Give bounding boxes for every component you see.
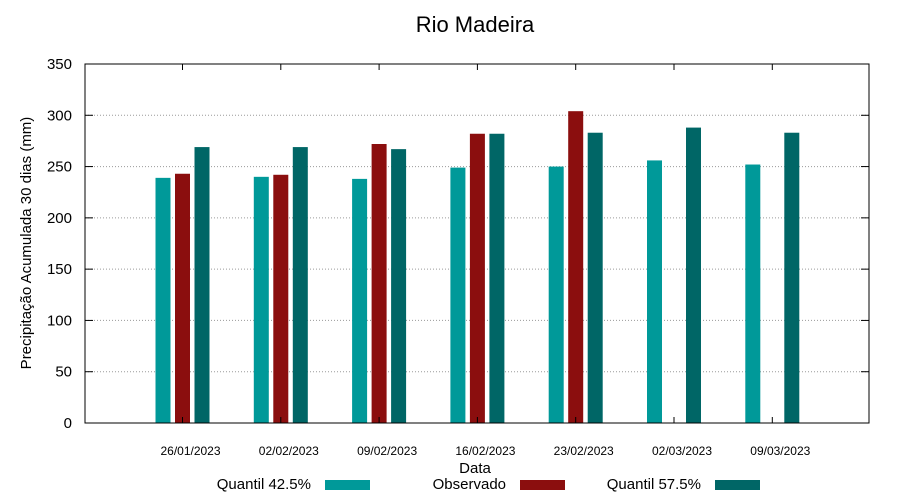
chart-title: Rio Madeira <box>416 12 535 37</box>
y-tick-label: 250 <box>47 159 72 176</box>
bar-observado-4 <box>568 111 584 423</box>
y-tick-label: 100 <box>47 312 72 329</box>
bar-observado-0 <box>175 173 190 423</box>
x-axis-ticks: 26/01/2023 02/02/2023 09/02/2023 16/02/2023… <box>160 64 811 458</box>
bar-quantil-42-5--1 <box>253 176 269 423</box>
bar-quantil-57-5--3 <box>489 133 505 423</box>
bar-quantil-57-5--1 <box>292 147 308 423</box>
y-tick-label: 50 <box>55 364 72 381</box>
bars <box>155 111 800 424</box>
x-tick-label: 23/02/2023 <box>554 444 614 458</box>
bar-quantil-42-5--4 <box>548 166 564 424</box>
legend-swatch <box>520 480 565 490</box>
legend-swatch <box>325 480 370 490</box>
x-tick-label: 02/03/2023 <box>652 444 712 458</box>
bar-observado-2 <box>371 144 387 423</box>
bar-quantil-42-5--3 <box>450 167 466 423</box>
bar-quantil-57-5--5 <box>686 127 701 423</box>
legend-label: Observado <box>433 476 506 493</box>
y-tick-label: 200 <box>47 210 72 227</box>
bar-observado-3 <box>469 133 485 423</box>
bar-quantil-42-5--5 <box>647 160 662 423</box>
x-tick-label: 26/01/2023 <box>160 444 220 458</box>
x-axis-label: Data <box>459 460 491 477</box>
bar-quantil-57-5--2 <box>391 149 407 424</box>
x-tick-label: 09/02/2023 <box>357 444 417 458</box>
y-axis-ticks: 0 50 100 150 200 250 300 350 <box>47 56 869 432</box>
bar-quantil-42-5--0 <box>155 177 171 423</box>
bar-quantil-57-5--0 <box>194 147 210 423</box>
bar-observado-1 <box>273 174 289 423</box>
x-tick-label: 09/03/2023 <box>750 444 810 458</box>
y-tick-label: 300 <box>47 107 72 124</box>
y-axis-label: Precipitação Acumulada 30 dias (mm) <box>18 117 35 370</box>
legend-label: Quantil 57.5% <box>607 476 701 493</box>
legend-swatch <box>715 480 760 490</box>
bar-quantil-42-5--2 <box>352 178 368 423</box>
bar-quantil-57-5--4 <box>587 132 603 424</box>
y-tick-label: 0 <box>64 415 72 432</box>
legend-label: Quantil 42.5% <box>217 476 311 493</box>
y-tick-label: 350 <box>47 56 72 73</box>
x-tick-label: 16/02/2023 <box>455 444 515 458</box>
bar-quantil-57-5--6 <box>784 132 800 424</box>
y-tick-label: 150 <box>47 261 72 278</box>
bar-quantil-42-5--6 <box>745 164 761 423</box>
x-tick-label: 02/02/2023 <box>259 444 319 458</box>
legend: Quantil 42.5% Observado Quantil 57.5% <box>217 476 760 493</box>
